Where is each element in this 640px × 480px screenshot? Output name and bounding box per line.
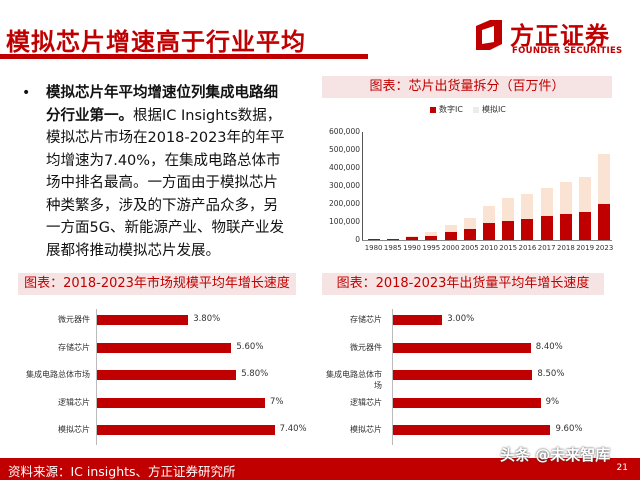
bar-value-label: 3.80% [193,314,221,324]
bar [393,342,531,353]
y-tick-label: 500,000 [328,145,360,154]
x-tick-label: 1990 [403,244,421,252]
x-tick-label: 1980 [364,244,383,252]
stacked-bar [367,239,380,240]
stacked-bar-chart: 0 100,000 200,000 300,000 400,000 500,000 600,… [320,125,640,260]
x-axis [362,240,612,241]
legend-swatch-icon [430,106,436,113]
stacked-chart-title: 图表：芯片出货量拆分（百万件） [322,76,612,98]
x-tick-label: 2017 [537,244,556,252]
bar [393,370,533,380]
bullet-marker: • [22,85,31,101]
source-note: 资料来源：IC insights、方正证券研究所 [8,464,236,479]
x-tick-label: 1985 [383,244,402,252]
bar-value-label: 7.40% [279,424,307,434]
bar-value-label: 3.00% [447,314,475,324]
stacked-bar [502,197,515,240]
market-growth-chart-title: 图表：2018-2023年市场规模平均年增长速度 [18,273,296,295]
founder-logo-icon [476,20,502,50]
stacked-bar [425,231,438,240]
bar [97,315,189,325]
legend-item-digital: 数字IC [430,104,463,115]
bullet-bold-lead: 模拟芯片年平均增速位列集成电路细分行业第一。 [46,85,278,124]
market-growth-chart: 微元器件 3.80% 存储芯片 5.60% 集成电路总体市场 5.80% 逻辑芯片 7% 模拟芯… [0,305,320,445]
watermark: 头条 @未来智库 [500,446,611,464]
page-number: 21 [616,463,628,473]
stacked-bar [386,238,399,240]
bar-value-label: 7% [270,396,284,407]
bar-value-label: 9.60% [555,424,583,434]
y-tick-label: 600,000 [328,127,360,136]
legend-item-analog: 模拟IC [472,104,506,115]
x-tick-label: 2023 [595,244,614,252]
stacked-bar [598,153,611,240]
x-tick-label: 2000 [441,244,460,252]
shipment-growth-chart: 存储芯片 3.00% 微元器件 8.40% 集成电路总体市场 8.50% 逻辑芯片 9% 模拟芯… [320,305,640,445]
bar [97,370,237,380]
title-underline [0,54,368,59]
bar [393,315,443,325]
bar-value-label: 5.80% [241,369,269,379]
y-tick-label: 200,000 [328,199,360,208]
bar-category-label: 逻辑芯片 [350,397,382,407]
bar-value-label: 9% [545,396,560,407]
bar [97,397,265,408]
x-tick-label: 2015 [499,244,518,252]
stacked-bar [559,182,572,240]
y-axis [362,132,363,240]
x-tick-label: 2019 [576,244,595,252]
bar-value-label: 5.60% [236,341,264,352]
stacked-bar [406,235,419,240]
category-axis [392,309,393,445]
bar [393,397,541,408]
x-tick-label: 2016 [518,244,537,252]
y-tick-label: 0 [355,235,360,244]
y-tick-label: 100,000 [328,217,360,226]
x-tick-label: 2010 [480,244,498,252]
footer-bar: 资料来源：IC insights、方正证券研究所 21 [0,458,640,480]
x-tick-label: 1995 [422,244,441,252]
shipment-growth-chart-title: 图表：2018-2023年出货量平均年增长速度 [322,273,604,295]
bar-category-label: 集成电路总体市场 [326,370,382,390]
bar-category-label: 模拟芯片 [58,425,90,434]
bar-category-label: 逻辑芯片 [58,397,90,407]
bar-category-label: 微元器件 [350,342,382,352]
bar-value-label: 8.40% [535,341,563,352]
bar [97,342,232,353]
x-tick-label: 2018 [557,244,575,252]
founder-logo: 方正证券 FOUNDER SECURITIES [470,14,635,62]
bullet-paragraph: • 模拟芯片年平均增速位列集成电路细分行业第一。根据IC Insights数据，… [22,82,292,262]
bar-value-label: 8.50% [537,369,565,379]
bullet-body: 根据IC Insights数据，模拟芯片市场在2018-2023年的年平均增速为… [46,107,285,259]
bar-category-label: 集成电路总体市场 [26,370,90,379]
stacked-bar [444,224,457,240]
logo-en-text: FOUNDER SECURITIES [512,46,623,56]
bar [393,425,551,435]
bar-category-label: 存储芯片 [58,342,90,352]
logo-cn-text: 方正证券 [510,22,610,50]
page-title: 模拟芯片增速高于行业平均 [6,28,306,56]
stacked-bar [540,187,553,240]
stacked-bar [579,177,592,240]
y-tick-label: 400,000 [328,163,360,172]
stacked-bar [483,205,495,240]
bar-category-label: 模拟芯片 [350,425,382,434]
stacked-bar [463,218,476,240]
category-axis [96,309,97,445]
bar-category-label: 存储芯片 [350,315,382,324]
stacked-chart-legend: 数字IC 模拟IC [430,104,506,115]
bar-category-label: 微元器件 [58,315,90,324]
legend-swatch-icon [472,106,479,113]
bar [97,425,275,435]
y-tick-label: 300,000 [328,181,360,190]
x-tick-label: 2005 [460,244,479,252]
stacked-bar [521,194,534,240]
